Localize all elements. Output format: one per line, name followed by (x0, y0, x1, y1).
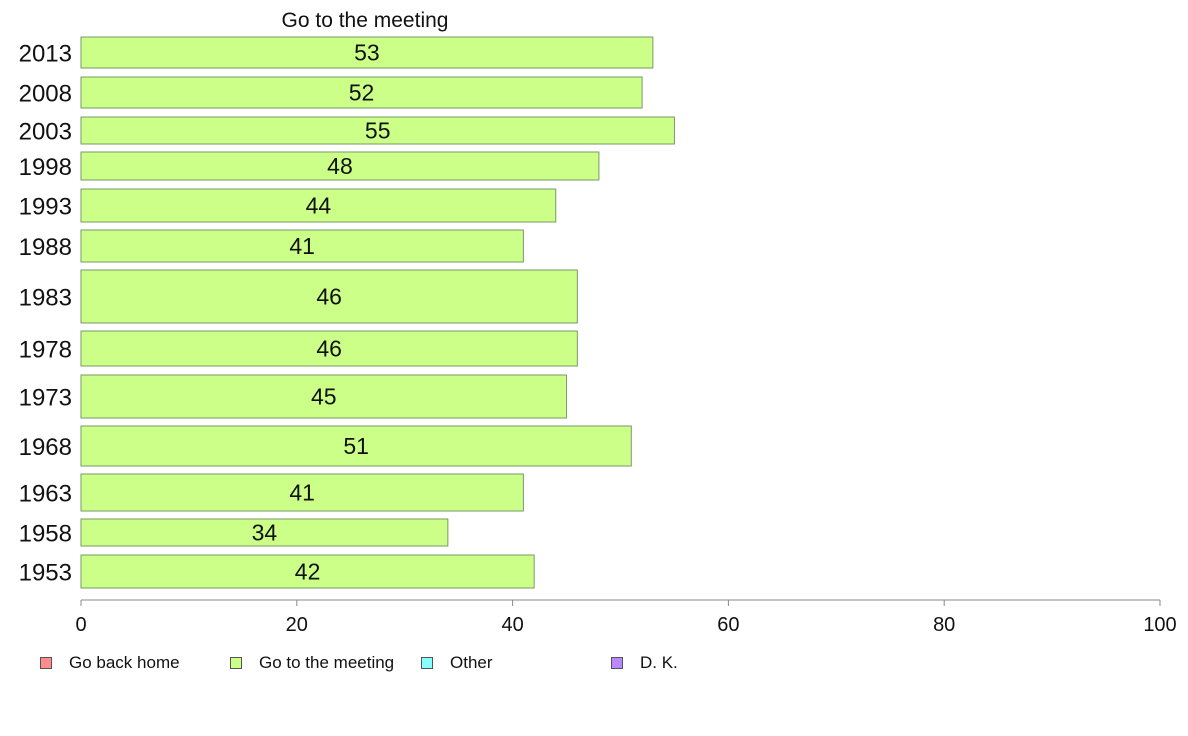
bar-value-label-1983: 46 (316, 284, 342, 310)
category-label-2008: 2008 (19, 81, 72, 108)
category-label-1968: 1968 (19, 434, 72, 461)
category-label-1973: 1973 (19, 385, 72, 412)
bar-value-label-1978: 46 (316, 336, 342, 362)
x-tick-label-20: 20 (286, 614, 308, 636)
bar-value-label-2008: 52 (349, 80, 375, 106)
category-label-1993: 1993 (19, 194, 72, 221)
legend-label-go-back-home: Go back home (69, 653, 180, 672)
category-label-1988: 1988 (19, 234, 72, 261)
bar-1953 (80, 554, 535, 589)
x-axis: 0 20 40 60 80 100 (75, 599, 1177, 636)
x-tick-label-0: 0 (75, 614, 86, 636)
bar-1978 (80, 330, 578, 367)
legend-swatch-other (421, 657, 433, 669)
legend-item-go-to-the-meeting: Go to the meeting (230, 653, 394, 673)
bar-value-label-1998: 48 (327, 153, 353, 179)
x-tick-label-40: 40 (501, 614, 523, 636)
bar-value-label-2013: 53 (354, 40, 380, 66)
bar-1963 (80, 473, 524, 512)
legend-label-other: Other (450, 653, 493, 672)
bar-value-label-1958: 34 (252, 520, 278, 546)
bar-1973 (80, 374, 568, 419)
legend-swatch-go-to-the-meeting (230, 657, 242, 669)
category-label-1963: 1963 (19, 481, 72, 508)
category-label-1978: 1978 (19, 337, 72, 364)
legend-item-dk: D. K. (611, 653, 678, 673)
bar-1993 (80, 188, 557, 223)
legend-swatch-go-back-home (40, 657, 52, 669)
category-label-2013: 2013 (19, 41, 72, 68)
bar-value-label-2003: 55 (365, 118, 391, 144)
bar-1983 (80, 269, 578, 324)
category-label-2003: 2003 (19, 119, 72, 146)
legend: Go back home Go to the meeting Other D. … (0, 653, 1188, 675)
bar-1998 (80, 151, 600, 181)
bar-value-label-1963: 41 (289, 480, 315, 506)
chart-title: Go to the meeting (282, 9, 449, 32)
legend-swatch-dk (611, 657, 623, 669)
x-tick-label-100: 100 (1143, 614, 1176, 636)
legend-item-go-back-home: Go back home (40, 653, 180, 673)
bars-group: 53 2013 52 2008 55 2003 48 1998 44 1993 41 1988 46 19… (19, 36, 675, 589)
bar-value-label-1953: 42 (295, 559, 321, 585)
bar-2013 (80, 36, 654, 69)
bar-1988 (80, 229, 524, 263)
bar-1958 (80, 518, 449, 547)
bar-value-label-1968: 51 (343, 433, 369, 459)
legend-label-dk: D. K. (640, 653, 678, 672)
category-label-1953: 1953 (19, 560, 72, 587)
category-label-1958: 1958 (19, 521, 72, 548)
x-tick-label-80: 80 (933, 614, 955, 636)
bar-1968 (80, 425, 632, 467)
legend-item-other: Other (421, 653, 493, 673)
bar-value-label-1988: 41 (289, 233, 315, 259)
bar-value-label-1993: 44 (306, 193, 332, 219)
bar-value-label-1973: 45 (311, 384, 337, 410)
category-label-1983: 1983 (19, 285, 72, 312)
x-tick-label-60: 60 (717, 614, 739, 636)
legend-label-go-to-the-meeting: Go to the meeting (259, 653, 395, 672)
bar-2003 (80, 116, 675, 145)
category-label-1998: 1998 (19, 154, 72, 181)
bar-2008 (80, 76, 643, 109)
